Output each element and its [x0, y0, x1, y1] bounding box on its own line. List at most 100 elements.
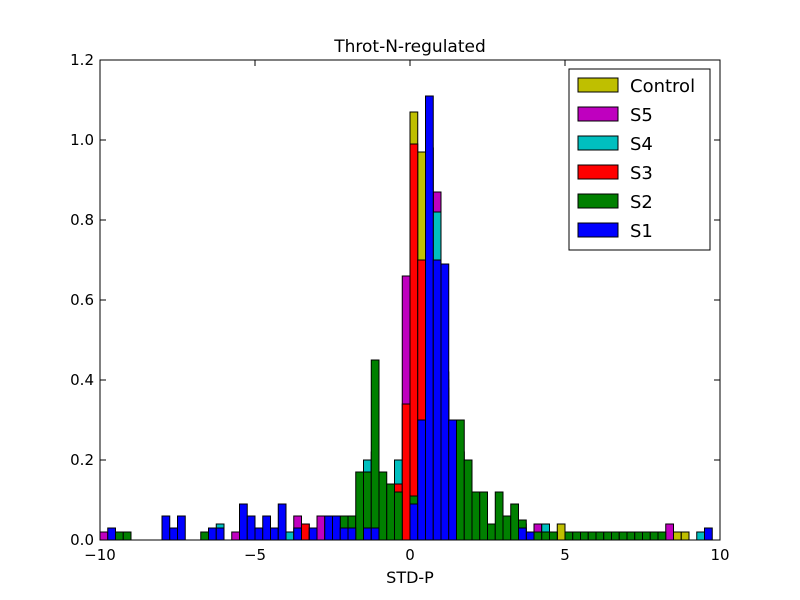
bar-s1-27: [518, 527, 527, 541]
bar-s2-40: [634, 531, 643, 541]
bar-s1-24: [440, 263, 450, 541]
bar-s1-15: [332, 515, 341, 541]
bar-s1-11: [277, 503, 287, 541]
x-axis-ticks: −10 −5 0 5 10: [84, 60, 730, 564]
y-tick-label: 0.4: [70, 371, 94, 389]
x-tick-label: −5: [244, 546, 266, 564]
series-s1: [107, 95, 713, 541]
y-tick-label: 0.2: [70, 451, 94, 469]
bar-s4-14: [696, 531, 705, 541]
bar-s2-11: [394, 491, 403, 541]
bar-s1-13: [308, 527, 318, 541]
bar-s5-1: [231, 531, 240, 541]
bar-s3-4: [409, 143, 419, 541]
bar-s2-19: [463, 459, 473, 541]
chart-title: Throt-N-regulated: [333, 37, 486, 57]
bar-s2-32: [572, 531, 581, 541]
bar-s1-14: [324, 515, 333, 541]
bar-s1-8: [254, 527, 264, 541]
bar-s2-24: [502, 515, 512, 541]
bar-s2-22: [487, 523, 496, 541]
bar-s3-0: [301, 523, 310, 541]
y-tick-label: 1.0: [70, 131, 94, 149]
bar-s2-38: [618, 531, 628, 541]
bar-control-15: [680, 531, 690, 541]
x-axis-label: STD-P: [386, 568, 434, 587]
bar-s1-16: [339, 527, 349, 541]
bar-s5-4: [316, 515, 326, 541]
x-tick-label: 0: [405, 546, 415, 564]
x-tick-label: −10: [84, 546, 116, 564]
y-tick-label: 1.2: [70, 51, 94, 69]
bar-s2-31: [564, 531, 574, 541]
bar-s1-17: [347, 527, 357, 541]
bar-s2-39: [626, 531, 636, 541]
legend-label-control: Control: [630, 76, 695, 97]
y-axis-ticks: 0.0 0.2 0.4 0.6 0.8 1.0 1.2: [70, 51, 720, 549]
bar-s1-7: [246, 515, 256, 541]
bar-s1-23: [432, 259, 442, 541]
bar-s1-18: [363, 527, 372, 541]
legend-label-s2: S2: [630, 192, 653, 213]
bar-s1-19: [370, 527, 380, 541]
legend-swatch-s5: [577, 106, 619, 122]
bar-control-14: [673, 531, 682, 541]
legend: Control S5 S4 S3 S2 S1: [568, 68, 711, 251]
bar-s2-41: [642, 531, 651, 541]
bar-s1-9: [262, 515, 271, 541]
bar-s2-43: [657, 531, 667, 541]
bar-s2-20: [471, 491, 481, 541]
legend-swatch-s1: [577, 222, 619, 238]
bar-s2-42: [649, 531, 659, 541]
bar-s1-2: [169, 527, 178, 541]
bar-s2-36: [603, 531, 612, 541]
legend-swatch-s4: [577, 135, 619, 151]
bar-s1-3: [177, 515, 186, 541]
legend-swatch-control: [577, 77, 619, 93]
legend-label-s4: S4: [630, 134, 653, 155]
bar-s2-6: [355, 471, 364, 541]
y-tick-label: 0.0: [70, 531, 94, 549]
bar-s3-3: [401, 403, 411, 541]
bar-s2-30: [549, 531, 558, 541]
legend-box: [568, 68, 711, 251]
bar-s2-2: [200, 531, 209, 541]
bar-s1-0: [107, 527, 116, 541]
bar-s1-5: [215, 527, 225, 541]
bar-s2-29: [541, 531, 550, 541]
bar-s2-25: [510, 503, 519, 541]
bar-s1-4: [208, 527, 217, 541]
legend-swatch-s2: [577, 193, 619, 209]
bar-s1-12: [293, 527, 302, 541]
y-tick-label: 0.6: [70, 291, 94, 309]
bar-s1-21: [417, 419, 426, 541]
bar-s2-37: [611, 531, 620, 541]
legend-label-s1: S1: [630, 221, 653, 242]
bar-s2-8: [370, 359, 380, 541]
bar-s1-10: [270, 527, 279, 541]
bar-s2-33: [580, 531, 589, 541]
bar-s1-22: [425, 95, 434, 541]
legend-label-s5: S5: [630, 105, 653, 126]
x-tick-label: 10: [710, 546, 729, 564]
x-tick-label: 5: [560, 546, 570, 564]
legend-label-s3: S3: [630, 163, 653, 184]
bar-s4-1: [285, 531, 295, 541]
bar-s5-19: [665, 523, 674, 541]
bar-s2-21: [479, 491, 488, 541]
y-tick-label: 0.8: [70, 211, 94, 229]
bar-s1-6: [239, 503, 248, 541]
bar-s5-0: [99, 531, 109, 541]
bar-s1-1: [161, 515, 171, 541]
bar-s2-9: [378, 471, 388, 541]
bar-s1-25: [448, 419, 457, 541]
bar-s1-26: [525, 531, 535, 541]
bar-s2-1: [122, 531, 132, 541]
bar-s2-0: [115, 531, 124, 541]
bar-s2-23: [494, 491, 504, 541]
bar-s2-18: [456, 419, 465, 541]
bar-s1-20: [409, 503, 419, 541]
bar-s2-10: [386, 483, 395, 541]
bar-s1-28: [704, 527, 713, 541]
